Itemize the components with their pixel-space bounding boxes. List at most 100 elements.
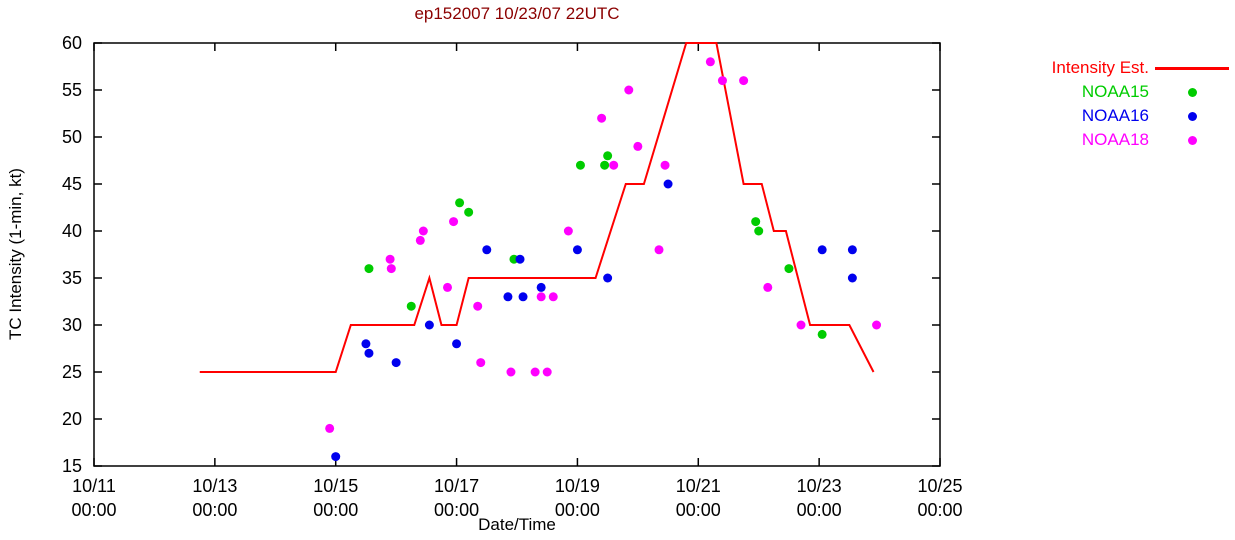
legend-row-noaa15: NOAA15	[997, 80, 1235, 104]
data-point-noaa16	[482, 245, 492, 255]
x-tick-label-time: 00:00	[797, 500, 842, 520]
data-point-noaa15	[600, 160, 610, 170]
y-tick-label: 40	[62, 221, 82, 241]
y-tick-label: 15	[62, 456, 82, 476]
data-point-noaa18	[624, 85, 634, 95]
x-tick-label-time: 00:00	[434, 500, 479, 520]
data-point-noaa16	[847, 245, 857, 255]
data-point-noaa16	[572, 245, 582, 255]
x-tick-label-date: 10/19	[555, 476, 600, 496]
data-point-noaa16	[603, 273, 613, 283]
x-tick-label-time: 00:00	[313, 500, 358, 520]
y-tick-label: 55	[62, 80, 82, 100]
intensity-line-sample	[1155, 66, 1229, 70]
y-tick-label: 30	[62, 315, 82, 335]
data-point-noaa15	[784, 264, 794, 274]
x-tick-label-date: 10/15	[313, 476, 358, 496]
data-point-noaa16	[452, 339, 462, 349]
legend-row-noaa16: NOAA16	[997, 104, 1235, 128]
x-tick-label-time: 00:00	[676, 500, 721, 520]
data-point-noaa18	[633, 141, 643, 151]
data-point-noaa18	[705, 57, 715, 67]
x-tick-label-time: 00:00	[917, 500, 962, 520]
data-point-noaa18	[506, 367, 516, 377]
data-point-noaa18	[563, 226, 573, 236]
y-tick-label: 60	[62, 33, 82, 53]
x-tick-label-time: 00:00	[71, 500, 116, 520]
x-tick-label-date: 10/23	[797, 476, 842, 496]
data-point-noaa18	[548, 292, 558, 302]
data-point-noaa18	[530, 367, 540, 377]
data-point-noaa16	[515, 254, 525, 264]
data-point-noaa16	[536, 282, 546, 292]
data-point-noaa16	[331, 452, 341, 462]
data-point-noaa18	[473, 301, 483, 311]
data-point-noaa16	[424, 320, 434, 330]
data-point-noaa15	[754, 226, 764, 236]
legend-label-noaa16: NOAA16	[1081, 106, 1149, 125]
data-point-noaa18	[415, 235, 425, 245]
data-point-noaa18	[385, 254, 395, 264]
legend-dot-noaa18-cell	[1149, 135, 1235, 145]
legend-label-noaa18: NOAA18	[1081, 130, 1149, 149]
data-point-noaa16	[364, 348, 374, 358]
data-point-noaa18	[872, 320, 882, 330]
y-tick-label: 25	[62, 362, 82, 382]
data-point-noaa18	[597, 113, 607, 123]
data-point-noaa18	[443, 282, 453, 292]
data-point-noaa18	[763, 282, 773, 292]
x-tick-label-time: 00:00	[192, 500, 237, 520]
data-point-noaa18	[609, 160, 619, 170]
x-tick-label-date: 10/13	[192, 476, 237, 496]
legend-dot-noaa16-cell	[1149, 111, 1235, 121]
data-point-noaa18	[717, 76, 727, 86]
x-axis-label: Date/Time	[478, 515, 556, 534]
noaa18-dot-sample	[1187, 135, 1197, 145]
plot-frame	[93, 42, 941, 467]
data-point-noaa15	[406, 301, 416, 311]
chart-title: ep152007 10/23/07 22UTC	[414, 4, 620, 23]
data-point-noaa15	[455, 198, 465, 208]
legend: Intensity Est. NOAA15 NOAA16 NOAA18	[997, 56, 1235, 152]
data-point-noaa18	[660, 160, 670, 170]
data-point-noaa18	[654, 245, 664, 255]
legend-label-intensity: Intensity Est.	[1051, 58, 1149, 77]
data-point-noaa15	[603, 151, 613, 161]
data-point-noaa18	[536, 292, 546, 302]
legend-label-noaa15: NOAA15	[1081, 82, 1149, 101]
data-point-noaa18	[476, 358, 486, 368]
data-point-noaa18	[418, 226, 428, 236]
data-point-noaa15	[364, 264, 374, 274]
legend-row-noaa18: NOAA18	[997, 128, 1235, 152]
data-point-noaa18	[739, 76, 749, 86]
data-point-noaa18	[449, 217, 459, 227]
data-point-noaa15	[751, 217, 761, 227]
legend-row-intensity: Intensity Est.	[997, 56, 1235, 80]
data-point-noaa16	[503, 292, 513, 302]
y-axis-label: TC Intensity (1-min, kt)	[6, 168, 25, 340]
y-tick-label: 35	[62, 268, 82, 288]
data-point-noaa18	[796, 320, 806, 330]
x-tick-label-date: 10/11	[72, 476, 116, 496]
x-tick-label-date: 10/21	[676, 476, 721, 496]
data-point-noaa18	[542, 367, 552, 377]
data-point-noaa16	[391, 358, 401, 368]
legend-dot-noaa15-cell	[1149, 87, 1235, 97]
legend-line-sample-cell	[1149, 66, 1235, 70]
y-tick-label: 50	[62, 127, 82, 147]
data-point-noaa18	[386, 264, 396, 274]
data-point-noaa16	[817, 245, 827, 255]
data-point-noaa15	[817, 329, 827, 339]
data-point-noaa15	[464, 207, 474, 217]
data-point-noaa18	[325, 423, 335, 433]
noaa15-dot-sample	[1187, 87, 1197, 97]
x-tick-label-time: 00:00	[555, 500, 600, 520]
data-point-noaa16	[361, 339, 371, 349]
data-point-noaa15	[575, 160, 585, 170]
x-tick-label-date: 10/17	[434, 476, 479, 496]
y-tick-label: 45	[62, 174, 82, 194]
data-point-noaa16	[847, 273, 857, 283]
data-point-noaa16	[663, 179, 673, 189]
